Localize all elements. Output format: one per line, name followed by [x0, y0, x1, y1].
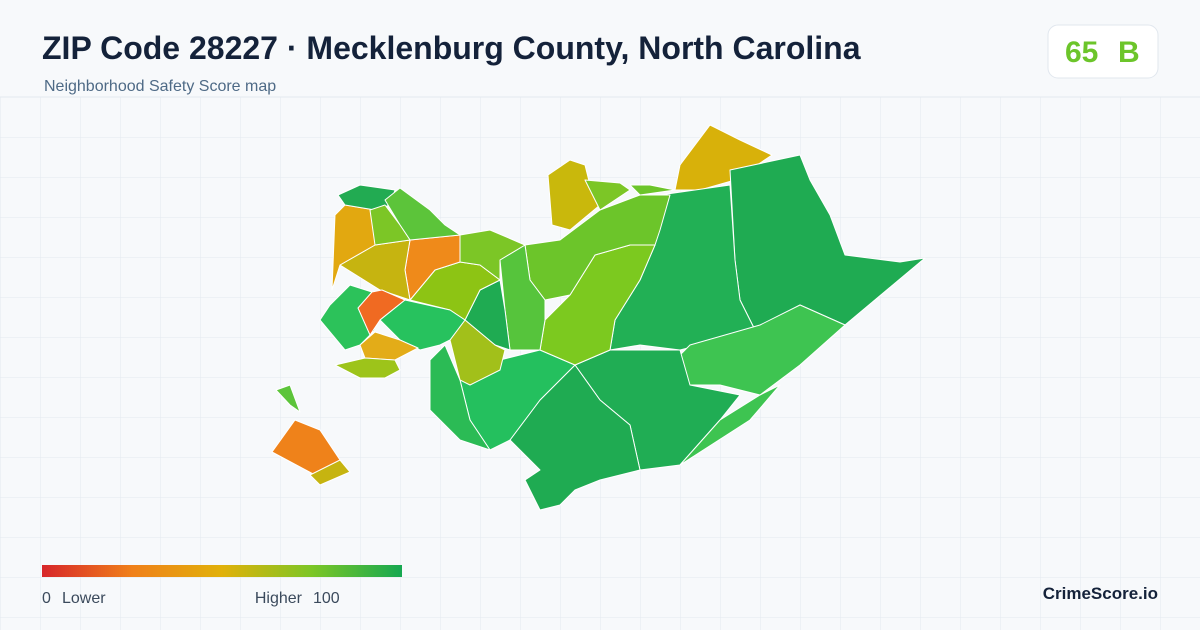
map: [271, 124, 926, 511]
score-grade: B: [1118, 36, 1140, 69]
neighborhood: [459, 229, 526, 281]
score-badge-box: [1047, 24, 1159, 79]
neighborhood: [334, 357, 401, 379]
neighborhood: [449, 319, 506, 386]
neighborhood: [271, 419, 341, 476]
neighborhood: [679, 384, 781, 466]
legend-scale: [42, 565, 402, 577]
legend-max: 100: [313, 590, 340, 607]
neighborhood: [429, 344, 491, 451]
score-value: 65: [1065, 36, 1098, 69]
neighborhood: [629, 184, 676, 196]
legend-min: 0: [42, 590, 51, 607]
neighborhood: [275, 384, 301, 413]
legend-min-label: Lower: [62, 590, 106, 607]
subtitle: Neighborhood Safety Score map: [44, 78, 276, 95]
brand: CrimeScore.io: [1043, 584, 1158, 603]
neighborhood: [369, 204, 411, 246]
score-badge: 65 B: [1047, 24, 1159, 79]
title: ZIP Code 28227 · Mecklenburg County, Nor…: [42, 30, 861, 66]
neighborhood: [309, 459, 351, 486]
neighborhood: [584, 179, 631, 211]
neighborhood: [319, 284, 376, 351]
legend: 0 Lower Higher 100: [42, 565, 402, 607]
legend-max-label: Higher: [255, 590, 303, 607]
